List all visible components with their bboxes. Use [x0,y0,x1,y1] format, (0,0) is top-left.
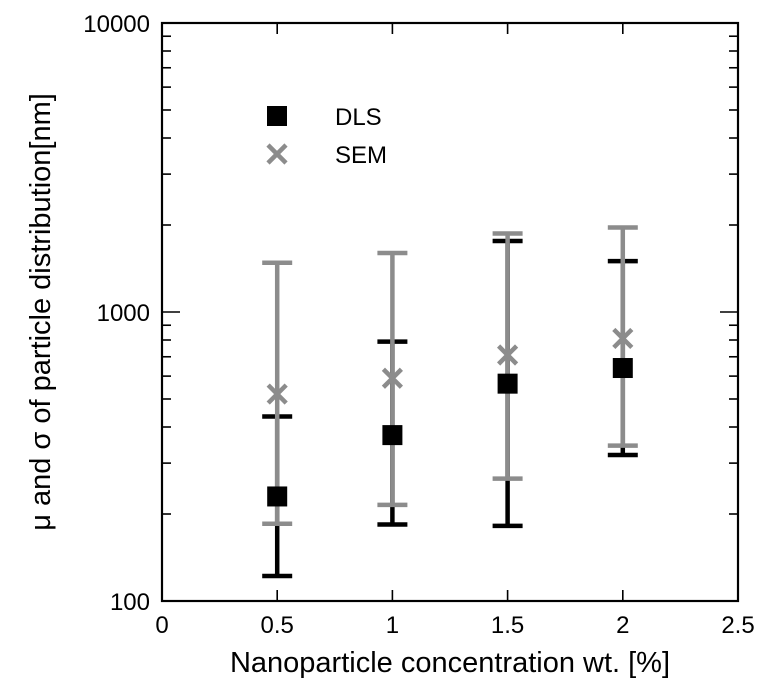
legend: DLS SEM [266,104,387,169]
data-point-sem [612,327,634,350]
errorbars-layer [262,225,638,579]
x-tick-label: 0.5 [261,612,294,639]
plot-frame [160,21,740,603]
data-point-sem [497,344,519,366]
data-point-sem [266,383,288,405]
x-axis-title: Nanoparticle concentration wt. [%] [230,647,670,679]
x-tick-label: 1 [386,612,399,639]
data-point-dls [267,486,288,507]
x-tick-label: 1.5 [491,612,524,639]
tick-labels-layer: 0 0.5 1 1.5 2 2.5 100 1000 10000 [83,11,754,639]
ticks-layer [161,22,739,602]
legend-label-dls: DLS [335,104,382,131]
x-marker-stroke [497,344,519,366]
y-tick-label: 10000 [83,11,150,38]
y-tick-label: 1000 [97,300,150,327]
x-tick-label: 2 [616,612,629,639]
data-point-sem [381,367,403,389]
markers-layer [266,327,634,507]
x-marker-stroke [381,367,403,389]
y-axis-title: μ and σ of particle distribution[nm] [25,93,57,531]
data-point-dls [382,425,403,446]
data-point-dls [497,373,518,394]
legend-label-sem: SEM [335,142,387,169]
x-marker-stroke [612,327,634,350]
x-marker-stroke [266,383,288,405]
x-tick-label: 2.5 [721,612,754,639]
x-marker-stroke [266,143,288,165]
legend-marker-sem [266,143,288,165]
x-tick-label: 0 [155,612,168,639]
legend-marker-dls [267,106,287,126]
data-point-dls [612,358,633,379]
y-tick-label: 100 [110,589,150,616]
